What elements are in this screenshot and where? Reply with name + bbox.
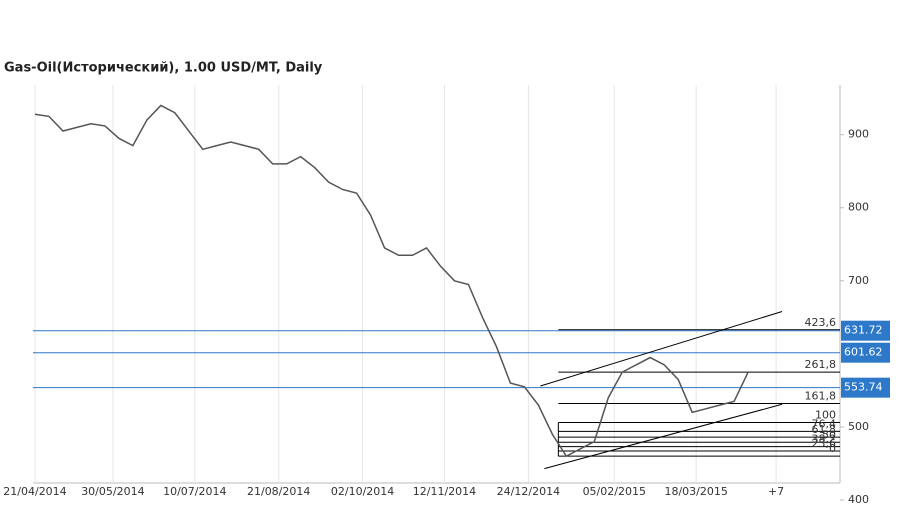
fib-label: 161,8 xyxy=(805,390,837,403)
x-tick-label: +7 xyxy=(768,485,784,498)
x-tick-label: 21/04/2014 xyxy=(3,485,66,498)
chart-title: Gas-Oil(Исторический), 1.00 USD/MT, Dail… xyxy=(4,61,323,76)
fib-label: 23,6 xyxy=(812,437,837,450)
y-tick-label: 700 xyxy=(848,274,869,287)
x-tick-label: 21/08/2014 xyxy=(247,485,310,498)
x-tick-label: 12/11/2014 xyxy=(413,485,476,498)
fib-label: 76,4 xyxy=(812,417,837,430)
fib-label: 0 xyxy=(829,442,836,455)
y-tick-label: 500 xyxy=(848,420,869,433)
trend-line xyxy=(540,311,783,387)
price-tag xyxy=(841,320,890,341)
price-label: 553.74 xyxy=(844,381,883,394)
price-label: 631.72 xyxy=(844,324,883,337)
x-tick-label: 30/05/2014 xyxy=(81,485,144,498)
x-tick-label: 10/07/2014 xyxy=(163,485,226,498)
fib-label: 50 xyxy=(822,428,836,441)
fib-label: 100 xyxy=(815,409,836,422)
price-tag xyxy=(841,342,890,363)
x-tick-label: 24/12/2014 xyxy=(497,485,560,498)
x-tick-label: 18/03/2015 xyxy=(664,485,727,498)
fib-label: 38,2 xyxy=(812,433,837,446)
y-tick-label: 800 xyxy=(848,201,869,214)
fib-label: 61,8 xyxy=(812,423,837,436)
y-tick-label: 900 xyxy=(848,128,869,141)
y-tick-label: 400 xyxy=(848,493,869,506)
fib-label: 261,8 xyxy=(805,358,837,371)
price-label: 601.62 xyxy=(844,346,883,359)
x-tick-label: 02/10/2014 xyxy=(331,485,394,498)
trend-line xyxy=(544,403,783,470)
price-tag xyxy=(841,377,890,398)
price-line xyxy=(34,104,749,458)
x-tick-label: 05/02/2015 xyxy=(583,485,646,498)
fib-label: 423,6 xyxy=(805,316,837,329)
